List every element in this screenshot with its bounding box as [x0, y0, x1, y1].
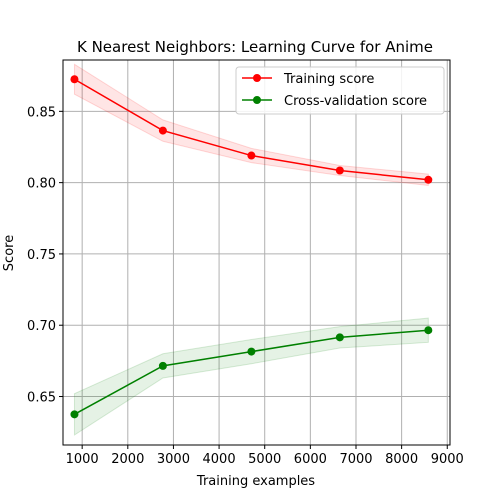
cross-validation-score-point: [335, 333, 344, 342]
x-tick-label: 3000: [157, 452, 190, 467]
cross-validation-score-point: [70, 410, 79, 419]
y-axis-title: Score: [2, 235, 17, 271]
x-tick-label: 1000: [66, 452, 99, 467]
x-tick-label: 6000: [294, 452, 327, 467]
cross-validation-score-point: [247, 347, 256, 356]
legend-training-label: Training score: [283, 72, 374, 87]
cross-validation-score-band: [73, 317, 429, 436]
y-tick-label: 0.85: [27, 105, 56, 120]
legend-cv-marker: [253, 96, 261, 104]
training-score-point: [335, 166, 344, 175]
x-tick-label: 5000: [248, 452, 281, 467]
confidence-bands: [73, 63, 429, 436]
y-tick-label: 0.80: [27, 177, 56, 192]
legend-box: [235, 66, 445, 115]
legend-cv-label: Cross-validation score: [284, 94, 427, 109]
x-tick-label: 8000: [385, 452, 418, 467]
x-tick-label: 2000: [111, 452, 144, 467]
chart-title: K Nearest Neighbors: Learning Curve for …: [77, 38, 433, 56]
legend: Training score Cross-validation score: [235, 66, 445, 115]
cross-validation-score-point: [424, 326, 433, 335]
plot-area-frame: [62, 59, 451, 446]
training-score-point: [424, 175, 433, 184]
y-tick-label: 0.75: [27, 248, 56, 263]
x-tick-label: 4000: [203, 452, 236, 467]
x-axis-title: Training examples: [196, 474, 315, 489]
y-tick-label: 0.70: [27, 319, 56, 334]
axis-ticks: 1000 2000 3000 4000 5000 6000 7000 8000 9000 0.65…: [27, 105, 464, 467]
series-lines: [70, 75, 433, 419]
legend-training-marker: [253, 74, 261, 82]
training-score-band: [73, 63, 429, 187]
cross-validation-score-point: [158, 361, 167, 370]
x-tick-label: 9000: [431, 452, 464, 467]
training-score-point: [158, 126, 167, 135]
training-score-point: [70, 75, 79, 84]
x-tick-label: 7000: [339, 452, 372, 467]
y-tick-label: 0.65: [27, 391, 56, 406]
training-score-point: [247, 151, 256, 160]
